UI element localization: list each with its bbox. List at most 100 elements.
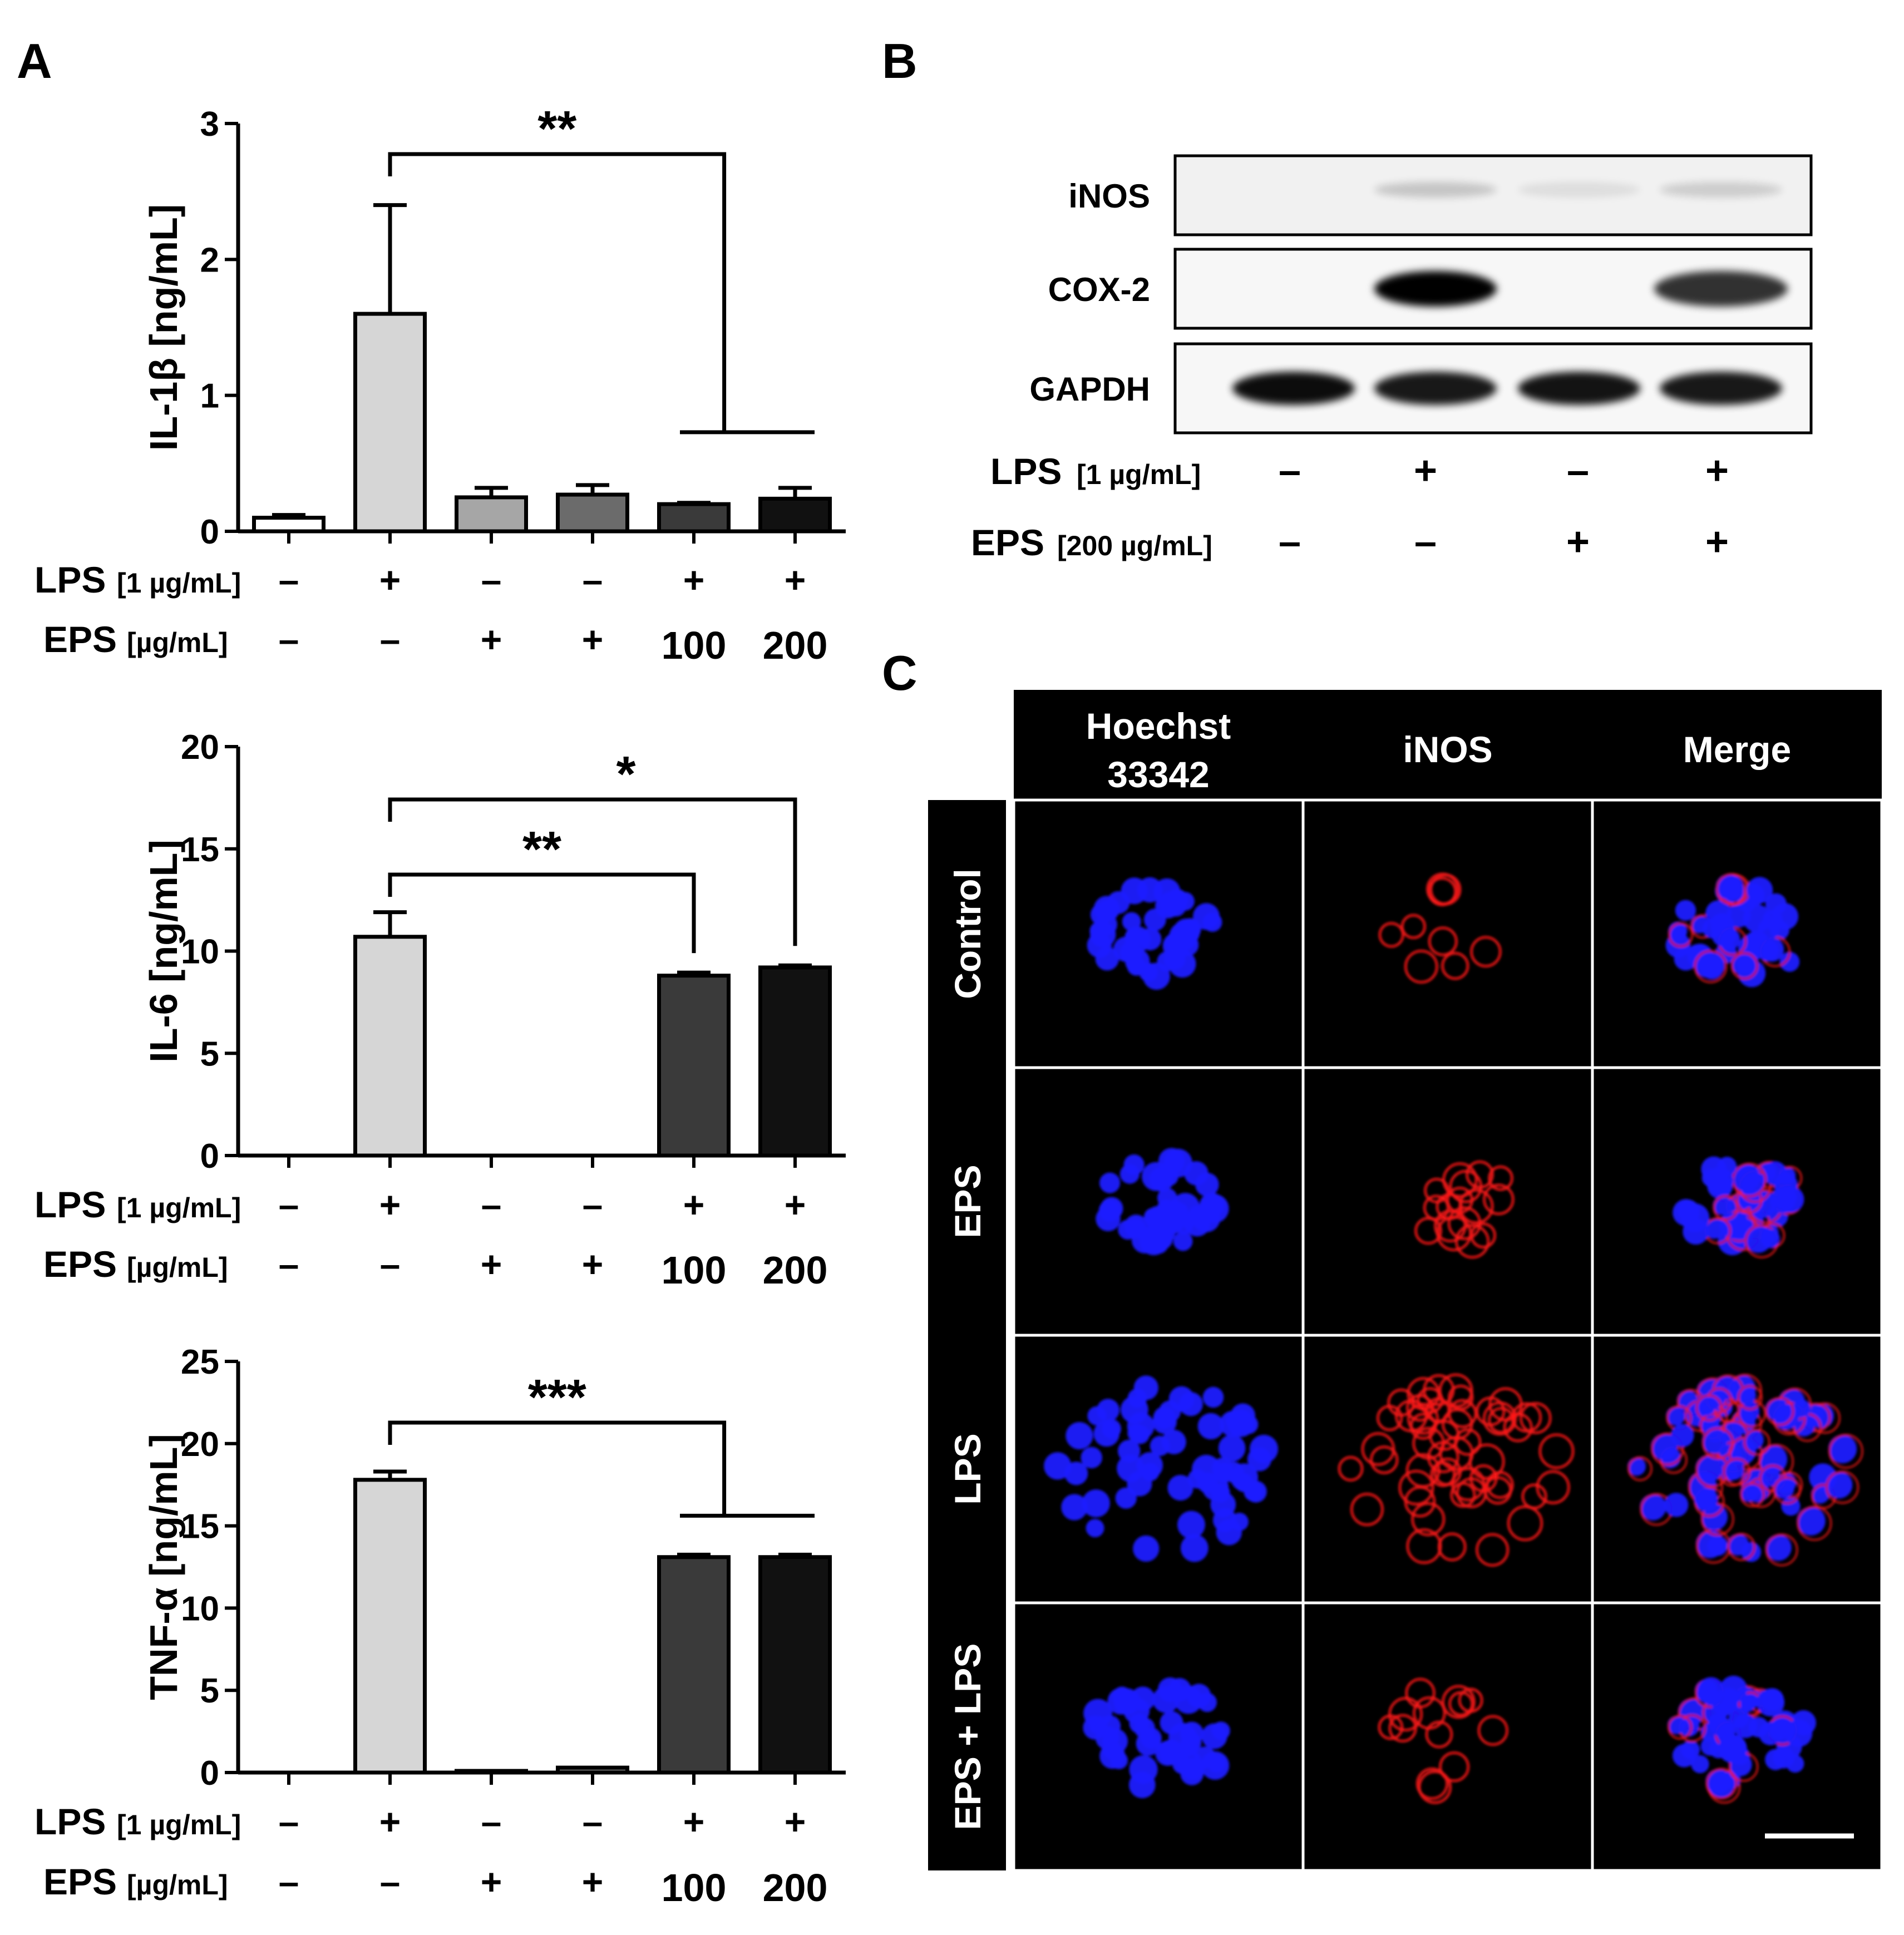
row-label: Control bbox=[947, 868, 988, 999]
eps-sign: + bbox=[481, 619, 502, 660]
inos-signal bbox=[1414, 1217, 1442, 1245]
nucleus bbox=[1123, 1154, 1145, 1176]
bar bbox=[455, 1769, 528, 1775]
inos-signal bbox=[1439, 1751, 1470, 1783]
nucleus bbox=[1157, 1188, 1177, 1208]
nucleus bbox=[1066, 1421, 1093, 1450]
inos-signal bbox=[1826, 1470, 1859, 1504]
bar bbox=[657, 1555, 731, 1775]
lps-sign: + bbox=[379, 1801, 401, 1842]
row-label: LPS bbox=[947, 1433, 988, 1504]
nucleus bbox=[1728, 1707, 1750, 1728]
nucleus bbox=[1193, 903, 1220, 930]
inos-signal bbox=[1415, 1767, 1449, 1800]
significance-bracket bbox=[388, 797, 797, 946]
inos-signal bbox=[1369, 1445, 1399, 1474]
cell-cluster bbox=[1627, 1373, 1864, 1567]
nucleus bbox=[1168, 950, 1196, 978]
inos-signal bbox=[1361, 1432, 1395, 1466]
nucleus bbox=[1113, 936, 1139, 962]
nucleus bbox=[1094, 913, 1118, 936]
bar bbox=[455, 495, 528, 534]
significance-bracket bbox=[388, 872, 696, 954]
inos-signal bbox=[1437, 1532, 1467, 1562]
nucleus bbox=[1218, 1434, 1246, 1462]
inos-signal bbox=[1828, 1433, 1864, 1469]
nucleus bbox=[1180, 1534, 1209, 1562]
nucleus bbox=[1131, 1425, 1150, 1444]
inos-signal bbox=[1406, 1394, 1434, 1422]
inos-signal bbox=[1797, 1505, 1832, 1541]
lps-sign: + bbox=[1705, 448, 1729, 493]
bar bbox=[556, 1765, 629, 1775]
significance-label: ** bbox=[522, 822, 561, 877]
significance-label: ** bbox=[537, 101, 576, 157]
nucleus bbox=[1711, 922, 1737, 947]
inos-signal bbox=[1700, 1502, 1734, 1536]
inos-signal bbox=[1458, 1188, 1494, 1225]
nucleus bbox=[1115, 1487, 1137, 1509]
inos-signal bbox=[1409, 1413, 1437, 1440]
nucleus bbox=[1134, 1717, 1155, 1739]
nucleus bbox=[1161, 1429, 1186, 1454]
cell-cluster bbox=[1096, 1148, 1229, 1256]
blot-band bbox=[1660, 372, 1782, 405]
nucleus bbox=[1225, 1410, 1246, 1431]
eps-sign: – bbox=[279, 1861, 299, 1902]
inos-signal bbox=[1536, 1470, 1570, 1504]
chart-2: 0 5 10 15 20 25 TNF-α [ng/mL] *** LPS [1 µg/mL]EP… bbox=[34, 1343, 846, 1909]
nucleus bbox=[1723, 1459, 1744, 1480]
y-tick-label: 0 bbox=[200, 513, 219, 551]
inos-signal bbox=[1423, 1194, 1449, 1221]
nucleus bbox=[1756, 939, 1779, 962]
eps-sign: + bbox=[582, 619, 604, 660]
lps-sign: + bbox=[379, 559, 401, 600]
cell-cluster bbox=[1378, 872, 1502, 984]
bar bbox=[353, 935, 427, 1158]
y-tick-label: 0 bbox=[200, 1754, 219, 1793]
band-label: GAPDH bbox=[1029, 371, 1150, 408]
microscopy-grid: Hoechst 33342 iNOS Merge Control EPS LPS EPS + … bbox=[928, 690, 1883, 1872]
eps-label: EPS bbox=[43, 619, 117, 660]
nucleus bbox=[1175, 1216, 1193, 1235]
bar bbox=[657, 502, 731, 534]
bar bbox=[758, 965, 832, 1158]
nucleus bbox=[1672, 1744, 1696, 1768]
eps-label: EPS bbox=[971, 522, 1044, 563]
eps-sign: – bbox=[380, 619, 401, 660]
nucleus bbox=[1125, 1218, 1146, 1239]
nucleus bbox=[1779, 951, 1800, 972]
y-axis-label: IL-6 [ng/mL] bbox=[142, 840, 185, 1062]
nucleus bbox=[1700, 1736, 1720, 1756]
nucleus bbox=[1211, 1721, 1230, 1740]
nucleus bbox=[1137, 877, 1163, 903]
nucleus bbox=[1082, 1489, 1110, 1518]
inos-signal bbox=[1450, 1482, 1476, 1508]
lps-sign: + bbox=[1414, 448, 1437, 493]
nucleus bbox=[1732, 1163, 1760, 1192]
inos-signal bbox=[1765, 1396, 1794, 1426]
blot-band bbox=[1374, 372, 1497, 405]
nucleus bbox=[1143, 962, 1170, 990]
cell-cluster bbox=[1673, 1156, 1804, 1258]
lps-sign: – bbox=[583, 559, 603, 600]
inos-signal bbox=[1388, 1697, 1423, 1732]
eps-sign: + bbox=[481, 1243, 502, 1285]
blot-band bbox=[1518, 372, 1640, 405]
lps-sign: + bbox=[683, 1801, 705, 1842]
nucleus bbox=[1174, 1685, 1203, 1714]
inos-signal bbox=[1667, 1715, 1693, 1740]
blot-band bbox=[1660, 182, 1782, 198]
y-tick-label: 1 bbox=[200, 377, 219, 416]
eps-sign: + bbox=[1705, 520, 1729, 564]
nucleus bbox=[1727, 1533, 1749, 1556]
inos-signal bbox=[1404, 949, 1438, 984]
y-tick-label: 10 bbox=[181, 933, 219, 971]
nucleus bbox=[1701, 1428, 1728, 1454]
lps-sign: – bbox=[279, 559, 299, 600]
nucleus bbox=[1694, 951, 1721, 978]
chart-0: 0 1 2 3 IL-1β [ng/mL] ** LPS [1 µg/mL]EPS [µg/mL… bbox=[34, 101, 846, 667]
column-header-line: 33342 bbox=[1107, 754, 1210, 795]
significance-bracket bbox=[388, 152, 727, 432]
